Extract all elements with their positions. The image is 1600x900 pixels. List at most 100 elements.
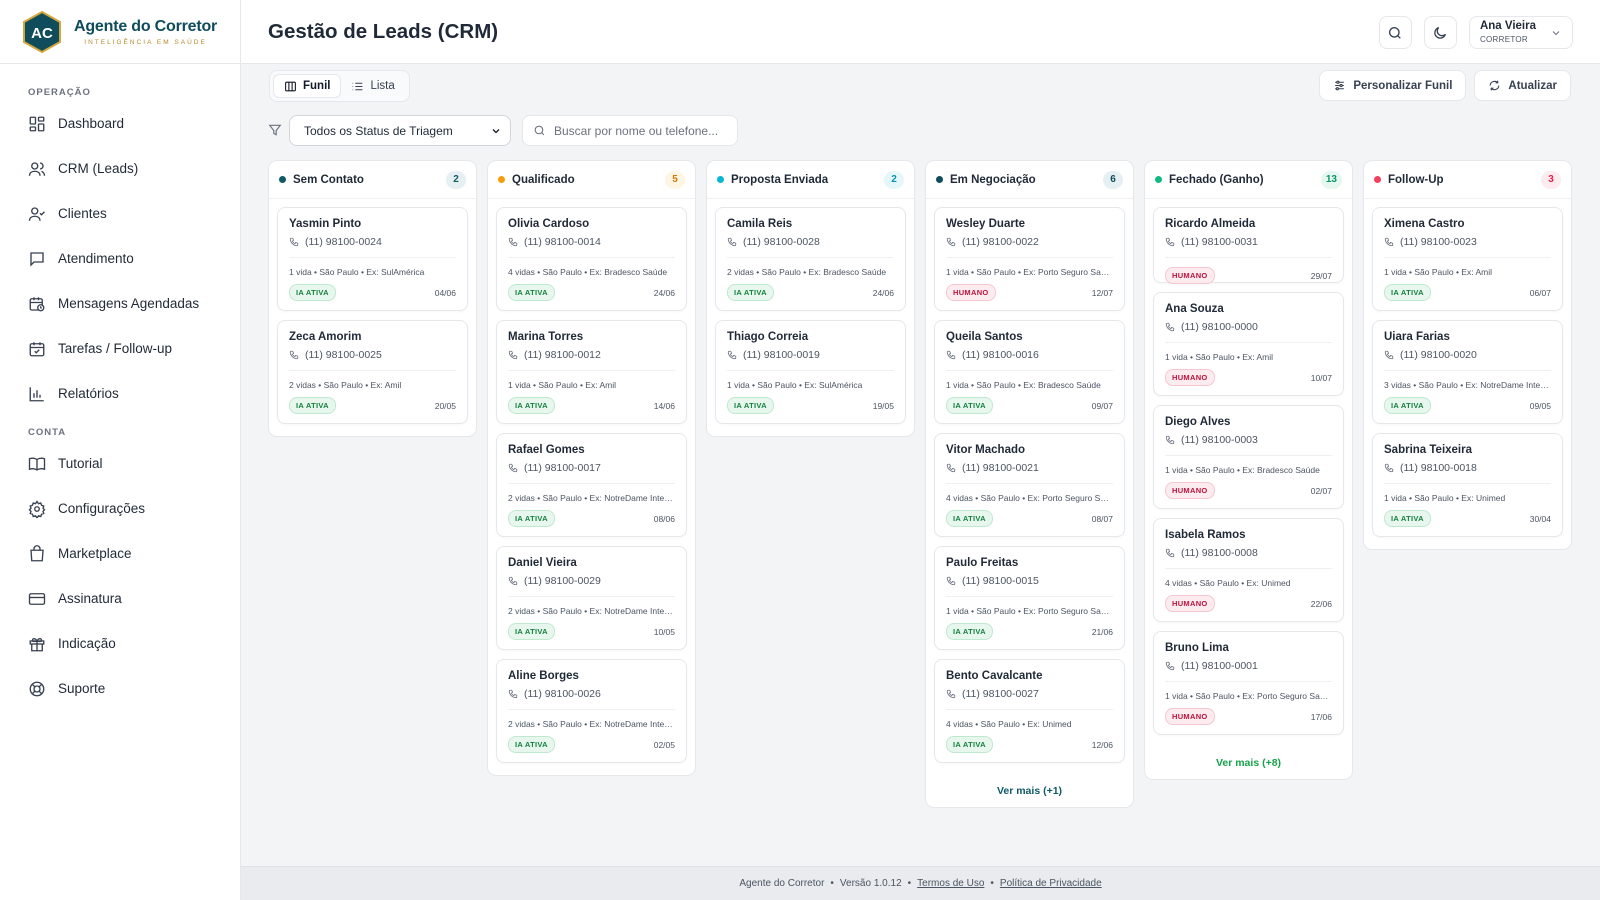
sidebar-item-configuracoes[interactable]: Configurações	[0, 486, 240, 531]
lead-card[interactable]: Olivia Cardoso (11) 98100-0014 4 vidas •…	[496, 207, 687, 311]
refresh-label: Atualizar	[1508, 79, 1557, 92]
sidebar-item-atendimento[interactable]: Atendimento	[0, 236, 240, 281]
lead-info: 1 vida • São Paulo • Ex: Amil	[1384, 267, 1493, 277]
dashboard-icon	[29, 116, 45, 131]
lead-card[interactable]: Zeca Amorim (11) 98100-0025 2 vidas • Sã…	[277, 320, 468, 424]
sidebar-item-marketplace[interactable]: Marketplace	[0, 531, 240, 576]
lead-card[interactable]: Aline Borges (11) 98100-0026 2 vidas • S…	[496, 659, 687, 763]
lead-info: 1 vida • São Paulo • Ex: Amil	[508, 380, 617, 390]
lead-info: 2 vidas • São Paulo • Ex: NotreDame Inte…	[508, 606, 675, 616]
lead-card[interactable]: Sabrina Teixeira (11) 98100-0018 1 vida …	[1372, 433, 1563, 537]
phone-icon	[727, 237, 737, 247]
lead-card[interactable]: Diego Alves (11) 98100-0003 1 vida • São…	[1153, 405, 1344, 509]
theme-toggle-button[interactable]	[1423, 16, 1457, 49]
search-button[interactable]	[1378, 16, 1412, 49]
lead-date: 17/06	[1310, 711, 1332, 722]
sidebar-item-clientes[interactable]: Clientes	[0, 191, 240, 236]
lead-card[interactable]: Camila Reis (11) 98100-0028 2 vidas • Sã…	[715, 207, 906, 311]
sidebar-item-suporte[interactable]: Suporte	[0, 666, 240, 711]
top-header: Gestão de Leads (CRM) Ana Vieira CORRETO…	[241, 0, 1600, 64]
lead-card[interactable]: Ricardo Almeida (11) 98100-0031 HUMANO 2…	[1153, 207, 1344, 284]
lead-card-footer: IA ATIVA 24/06	[727, 284, 894, 301]
sidebar: AC Agente do Corretor INTELIGÊNCIA EM SA…	[0, 0, 241, 900]
user-menu[interactable]: Ana Vieira CORRETOR	[1468, 16, 1573, 49]
lead-name: Bento Cavalcante	[946, 670, 1043, 682]
lead-name: Rafael Gomes	[508, 444, 585, 456]
search-icon	[534, 125, 545, 136]
lead-card[interactable]: Yasmin Pinto (11) 98100-0024 1 vida • Sã…	[277, 207, 468, 311]
lead-name: Paulo Freitas	[946, 557, 1019, 569]
status-dot	[498, 176, 505, 183]
lead-card-footer: HUMANO 02/07	[1165, 482, 1332, 499]
lead-phone: (11) 98100-0019	[727, 349, 894, 371]
lead-info: 1 vida • São Paulo • Ex: SulAmérica	[289, 267, 425, 277]
lead-name: Uiara Farias	[1384, 331, 1450, 343]
lead-date: 19/05	[872, 400, 894, 411]
lead-phone: (11) 98100-0012	[508, 349, 675, 371]
lead-phone: (11) 98100-0017	[508, 462, 675, 484]
sidebar-item-label: Indicação	[58, 636, 116, 651]
lead-card[interactable]: Ana Souza (11) 98100-0000 1 vida • São P…	[1153, 292, 1344, 396]
lead-card-footer: IA ATIVA 06/07	[1384, 284, 1551, 301]
lead-card[interactable]: Paulo Freitas (11) 98100-0015 1 vida • S…	[934, 546, 1125, 650]
sidebar-item-dashboard[interactable]: Dashboard	[0, 101, 240, 146]
sidebar-item-tutorial[interactable]: Tutorial	[0, 441, 240, 486]
lead-card[interactable]: Daniel Vieira (11) 98100-0029 2 vidas • …	[496, 546, 687, 650]
lead-card[interactable]: Queila Santos (11) 98100-0016 1 vida • S…	[934, 320, 1125, 424]
lead-name: Sabrina Teixeira	[1384, 444, 1472, 456]
see-more-link[interactable]: Ver mais (+1)	[996, 785, 1063, 797]
lead-card[interactable]: Ximena Castro (11) 98100-0023 1 vida • S…	[1372, 207, 1563, 311]
privacy-link[interactable]: Política de Privacidade	[999, 878, 1102, 889]
kanban-column: Follow-Up 3 Ximena Castro (11) 98100-002…	[1363, 160, 1572, 550]
lead-card[interactable]: Marina Torres (11) 98100-0012 1 vida • S…	[496, 320, 687, 424]
lead-status-badge: IA ATIVA	[508, 284, 555, 301]
sidebar-item-assinatura[interactable]: Assinatura	[0, 576, 240, 621]
view-list-button[interactable]: Lista	[341, 74, 404, 98]
customize-funnel-button[interactable]: Personalizar Funil	[1319, 70, 1467, 101]
lead-card[interactable]: Isabela Ramos (11) 98100-0008 4 vidas • …	[1153, 518, 1344, 622]
phone-icon	[1165, 548, 1175, 558]
lead-card[interactable]: Bruno Lima (11) 98100-0001 1 vida • São …	[1153, 631, 1344, 735]
lead-name: Bruno Lima	[1165, 642, 1229, 654]
footer-separator: •	[990, 878, 994, 889]
view-funnel-button[interactable]: Funil	[273, 74, 342, 98]
lead-card[interactable]: Rafael Gomes (11) 98100-0017 2 vidas • S…	[496, 433, 687, 537]
sidebar-item-crm[interactable]: CRM (Leads)	[0, 146, 240, 191]
sidebar-item-relatorios[interactable]: Relatórios	[0, 371, 240, 416]
status-filter-select[interactable]: Todos os Status de Triagem	[289, 115, 511, 146]
lifebuoy-icon	[29, 681, 45, 696]
lead-phone-number: (11) 98100-0023	[1400, 236, 1477, 248]
search-input[interactable]	[554, 123, 724, 138]
lead-card[interactable]: Bento Cavalcante (11) 98100-0027 4 vidas…	[934, 659, 1125, 763]
lead-status-badge: IA ATIVA	[946, 397, 993, 414]
lead-info: 2 vidas • São Paulo • Ex: Bradesco Saúde	[727, 267, 887, 277]
sidebar-item-tarefas[interactable]: Tarefas / Follow-up	[0, 326, 240, 371]
sidebar-item-label: Mensagens Agendadas	[58, 296, 200, 311]
lead-card[interactable]: Thiago Correia (11) 98100-0019 1 vida • …	[715, 320, 906, 424]
lead-phone-number: (11) 98100-0020	[1400, 349, 1477, 361]
brand[interactable]: AC Agente do Corretor INTELIGÊNCIA EM SA…	[0, 0, 240, 64]
sidebar-item-mensagens-agendadas[interactable]: Mensagens Agendadas	[0, 281, 240, 326]
lead-name: Daniel Vieira	[508, 557, 577, 569]
lead-card[interactable]: Uiara Farias (11) 98100-0020 3 vidas • S…	[1372, 320, 1563, 424]
lead-phone-number: (11) 98100-0026	[524, 688, 601, 700]
lead-name: Vitor Machado	[946, 444, 1026, 456]
lead-date: 08/07	[1091, 513, 1113, 524]
lead-status-badge: IA ATIVA	[946, 736, 993, 753]
lead-card[interactable]: Vitor Machado (11) 98100-0021 4 vidas • …	[934, 433, 1125, 537]
column-header: Sem Contato 2	[269, 161, 476, 199]
logo-initials: AC	[31, 25, 53, 42]
terms-link[interactable]: Termos de Uso	[917, 878, 985, 889]
column-count-badge: 2	[446, 170, 466, 189]
refresh-button[interactable]: Atualizar	[1474, 70, 1571, 101]
lead-phone-number: (11) 98100-0015	[962, 575, 1039, 587]
lead-status-badge: IA ATIVA	[289, 397, 336, 414]
see-more-link[interactable]: Ver mais (+8)	[1215, 757, 1282, 769]
lead-name: Camila Reis	[727, 218, 793, 230]
list-icon	[353, 82, 363, 90]
lead-status-badge: IA ATIVA	[508, 397, 555, 414]
status-dot	[279, 176, 286, 183]
sidebar-item-indicacao[interactable]: Indicação	[0, 621, 240, 666]
phone-icon	[508, 237, 518, 247]
lead-card[interactable]: Wesley Duarte (11) 98100-0022 1 vida • S…	[934, 207, 1125, 311]
